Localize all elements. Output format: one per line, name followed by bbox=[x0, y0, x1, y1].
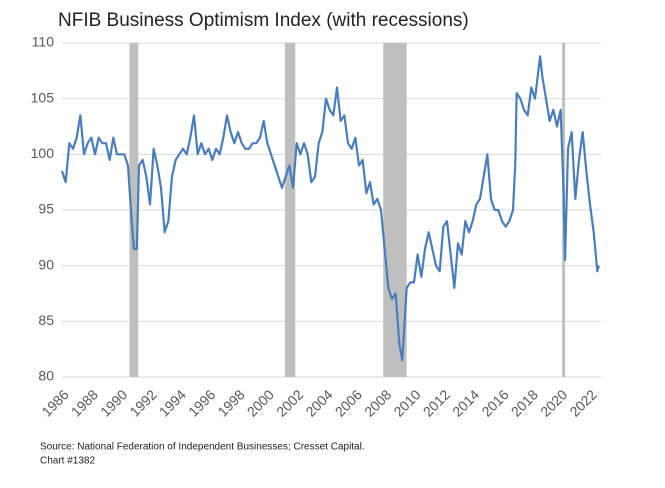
y-tick-label: 80 bbox=[38, 368, 54, 384]
y-tick-label: 105 bbox=[31, 89, 55, 105]
x-tick-label: 1986 bbox=[38, 386, 71, 419]
x-tick-label: 2020 bbox=[537, 386, 570, 419]
y-tick-label: 100 bbox=[31, 145, 55, 161]
x-tick-label: 2002 bbox=[273, 386, 306, 419]
x-tick-label: 1992 bbox=[126, 386, 159, 419]
x-tick-label: 2022 bbox=[566, 386, 599, 419]
x-tick-label: 2014 bbox=[449, 386, 482, 419]
x-tick-label: 2006 bbox=[332, 386, 365, 419]
x-tick-label: 2004 bbox=[302, 386, 335, 419]
x-tick-label: 1998 bbox=[214, 386, 247, 419]
x-tick-label: 1996 bbox=[185, 386, 218, 419]
y-tick-label: 110 bbox=[32, 34, 55, 50]
y-tick-label: 90 bbox=[38, 256, 54, 272]
recession-band bbox=[284, 43, 296, 377]
y-tick-label: 95 bbox=[38, 201, 54, 217]
chart-note: Chart #1382 bbox=[40, 456, 95, 467]
recession-band bbox=[129, 43, 139, 377]
x-tick-label: 2012 bbox=[420, 386, 453, 419]
x-tick-label: 2000 bbox=[244, 386, 277, 419]
x-tick-label: 2016 bbox=[478, 386, 511, 419]
data-line bbox=[60, 55, 600, 362]
x-tick-label: 1994 bbox=[156, 386, 189, 419]
recession-band bbox=[383, 43, 407, 377]
x-tick-label: 2010 bbox=[390, 386, 423, 419]
chart-title: NFIB Business Optimism Index (with reces… bbox=[58, 10, 469, 31]
source: Source: National Federation of Independe… bbox=[40, 442, 365, 453]
y-tick-label: 85 bbox=[38, 312, 54, 328]
x-tick-label: 1990 bbox=[97, 386, 130, 419]
x-tick-label: 2008 bbox=[361, 386, 394, 419]
x-tick-label: 1988 bbox=[68, 386, 101, 419]
x-tick-label: 2018 bbox=[508, 386, 541, 419]
